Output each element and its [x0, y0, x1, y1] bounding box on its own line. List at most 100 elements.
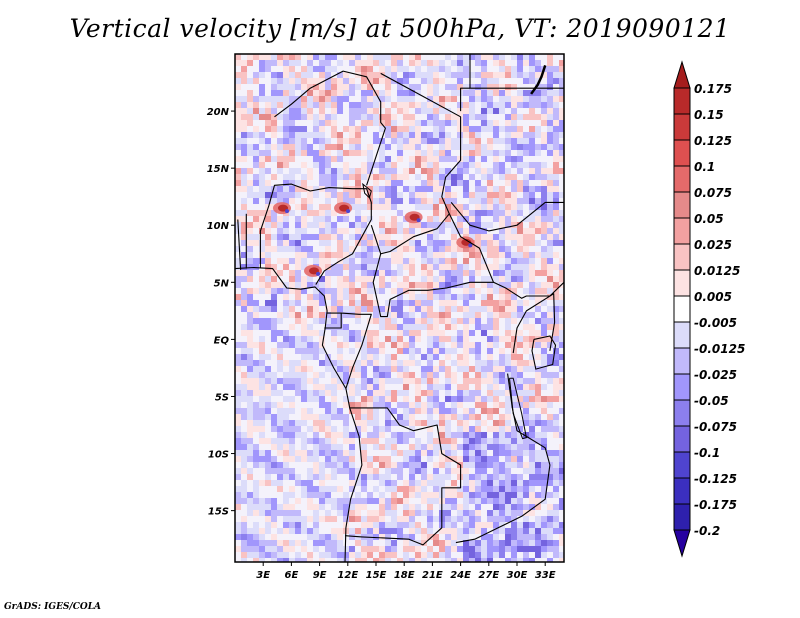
- field-cell: [349, 528, 355, 534]
- field-cell: [235, 144, 241, 150]
- field-cell: [451, 84, 457, 90]
- field-cell: [553, 504, 559, 510]
- field-cell: [451, 432, 457, 438]
- field-cell: [409, 84, 415, 90]
- field-cell: [301, 126, 307, 132]
- field-cell: [463, 438, 469, 444]
- field-cell: [559, 258, 564, 264]
- field-cell: [319, 228, 325, 234]
- field-cell: [319, 72, 325, 78]
- field-cell: [403, 90, 409, 96]
- field-cell: [541, 198, 547, 204]
- field-cell: [385, 354, 391, 360]
- field-cell: [457, 486, 463, 492]
- field-cell: [463, 120, 469, 126]
- field-cell: [541, 84, 547, 90]
- field-cell: [469, 558, 475, 562]
- field-cell: [391, 102, 397, 108]
- field-cell: [283, 216, 289, 222]
- field-cell: [301, 180, 307, 186]
- field-cell: [391, 66, 397, 72]
- field-cell: [283, 126, 289, 132]
- colorbar-label: 0.025: [694, 238, 732, 252]
- field-cell: [409, 60, 415, 66]
- field-cell: [283, 504, 289, 510]
- field-cell: [259, 66, 265, 72]
- field-cell: [385, 462, 391, 468]
- field-cell: [505, 408, 511, 414]
- field-cell: [379, 246, 385, 252]
- field-cell: [433, 534, 439, 540]
- field-cell: [517, 498, 523, 504]
- field-cell: [295, 270, 301, 276]
- field-cell: [319, 258, 325, 264]
- field-cell: [403, 228, 409, 234]
- field-cell: [367, 96, 373, 102]
- field-cell: [307, 498, 313, 504]
- field-cell: [535, 240, 541, 246]
- field-cell: [523, 228, 529, 234]
- field-cell: [511, 396, 517, 402]
- field-cell: [463, 426, 469, 432]
- field-cell: [367, 54, 373, 60]
- field-cell: [415, 438, 421, 444]
- field-cell: [535, 198, 541, 204]
- field-cell: [343, 438, 349, 444]
- field-cell: [295, 204, 301, 210]
- field-cell: [445, 264, 451, 270]
- field-cell: [385, 114, 391, 120]
- field-cell: [427, 288, 433, 294]
- field-cell: [325, 222, 331, 228]
- field-cell: [289, 468, 295, 474]
- field-cell: [445, 168, 451, 174]
- colorbar-extend-max: [673, 60, 691, 89]
- field-cell: [409, 288, 415, 294]
- field-cell: [319, 426, 325, 432]
- field-cell: [325, 360, 331, 366]
- field-cell: [379, 498, 385, 504]
- field-cell: [355, 540, 361, 546]
- field-cell: [451, 198, 457, 204]
- field-cell: [241, 390, 247, 396]
- field-cell: [511, 480, 517, 486]
- field-cell: [559, 432, 564, 438]
- field-cell: [265, 150, 271, 156]
- field-cell: [355, 252, 361, 258]
- field-cell: [355, 288, 361, 294]
- field-cell: [559, 360, 564, 366]
- field-cell: [505, 216, 511, 222]
- field-cell: [319, 558, 325, 562]
- field-cell: [409, 234, 415, 240]
- field-cell: [253, 150, 259, 156]
- field-cell: [361, 204, 367, 210]
- field-cell: [481, 54, 487, 60]
- field-cell: [547, 174, 553, 180]
- field-cell: [367, 462, 373, 468]
- field-cell: [439, 348, 445, 354]
- field-cell: [463, 150, 469, 156]
- field-cell: [397, 474, 403, 480]
- field-cell: [259, 282, 265, 288]
- field-cell: [283, 312, 289, 318]
- field-cell: [355, 390, 361, 396]
- field-cell: [457, 54, 463, 60]
- field-cell: [469, 54, 475, 60]
- field-cell: [421, 102, 427, 108]
- field-cell: [277, 270, 283, 276]
- field-cell: [415, 396, 421, 402]
- field-cell: [259, 318, 265, 324]
- field-cell: [409, 324, 415, 330]
- field-cell: [307, 534, 313, 540]
- field-cell: [481, 108, 487, 114]
- field-cell: [337, 546, 343, 552]
- field-cell: [241, 540, 247, 546]
- field-cell: [397, 522, 403, 528]
- field-cell: [247, 222, 253, 228]
- field-cell: [313, 66, 319, 72]
- field-cell: [433, 516, 439, 522]
- field-cell: [553, 510, 559, 516]
- field-cell: [487, 240, 493, 246]
- field-cell: [487, 108, 493, 114]
- field-cell: [289, 408, 295, 414]
- field-cell: [343, 96, 349, 102]
